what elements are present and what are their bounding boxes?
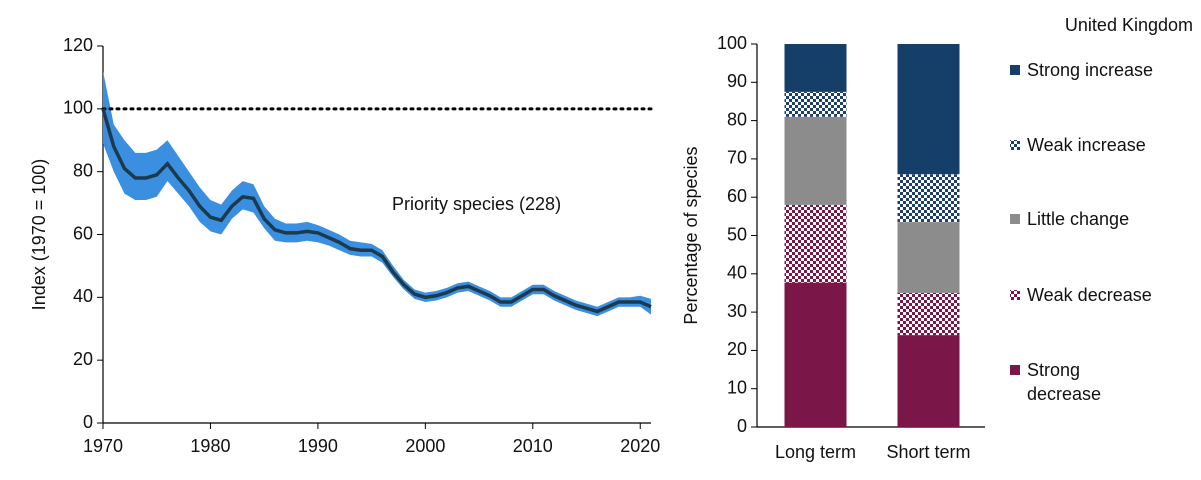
bar-segment — [897, 174, 960, 223]
legend-label: Weak increase — [1027, 135, 1146, 155]
y-tick-label: 90 — [727, 71, 747, 91]
legend-swatch — [1010, 290, 1020, 300]
y-tick-label: 0 — [737, 416, 747, 436]
legend-swatch — [1010, 214, 1020, 224]
y-tick-label: 120 — [63, 35, 93, 55]
bar-segment — [784, 116, 847, 205]
x-tick-label: 1980 — [190, 436, 230, 456]
legend-swatch — [1010, 365, 1020, 375]
x-tick-label: 1970 — [83, 436, 123, 456]
y-tick-label: 70 — [727, 148, 747, 168]
legend-label: Strong decrease — [1027, 360, 1102, 404]
y-tick-label: 40 — [73, 286, 93, 306]
y-axis-label: Percentage of species — [681, 146, 701, 324]
y-tick-label: 0 — [83, 412, 93, 432]
y-tick-label: 60 — [727, 186, 747, 206]
y-tick-label: 10 — [727, 377, 747, 397]
y-tick-label: 50 — [727, 224, 747, 244]
y-tick-label: 100 — [63, 98, 93, 118]
bar-segment — [897, 44, 960, 175]
x-tick-label: 1990 — [298, 436, 338, 456]
bar-segment — [897, 222, 960, 293]
legend-swatch — [1010, 140, 1020, 150]
y-tick-label: 20 — [727, 339, 747, 359]
bar-segment — [897, 292, 960, 336]
bar-segment — [897, 335, 960, 427]
annotation: Priority species (228) — [392, 194, 561, 214]
y-tick-label: 80 — [727, 109, 747, 129]
x-tick-label: Short term — [886, 442, 970, 462]
y-tick-label: 40 — [727, 263, 747, 283]
index-line — [101, 108, 652, 314]
bar-segment — [784, 282, 847, 427]
x-tick-label: 2020 — [620, 436, 660, 456]
x-tick-label: 2010 — [513, 436, 553, 456]
x-tick-label: Long term — [775, 442, 856, 462]
chart-title: United Kingdom — [1065, 15, 1193, 35]
y-axis-label: Index (1970 = 100) — [29, 159, 49, 311]
legend-label: Weak decrease — [1027, 285, 1152, 305]
y-tick-label: 60 — [73, 223, 93, 243]
y-tick-label: 30 — [727, 301, 747, 321]
y-tick-label: 80 — [73, 160, 93, 180]
legend-label: Little change — [1027, 209, 1130, 229]
legend-label: Strong increase — [1027, 60, 1154, 80]
y-tick-label: 20 — [73, 349, 93, 369]
bar-segment — [784, 204, 847, 283]
x-tick-label: 2000 — [405, 436, 445, 456]
bar-segment — [784, 91, 847, 117]
y-tick-label: 100 — [717, 33, 747, 53]
bar-segment — [784, 44, 847, 92]
legend-swatch — [1010, 65, 1020, 75]
